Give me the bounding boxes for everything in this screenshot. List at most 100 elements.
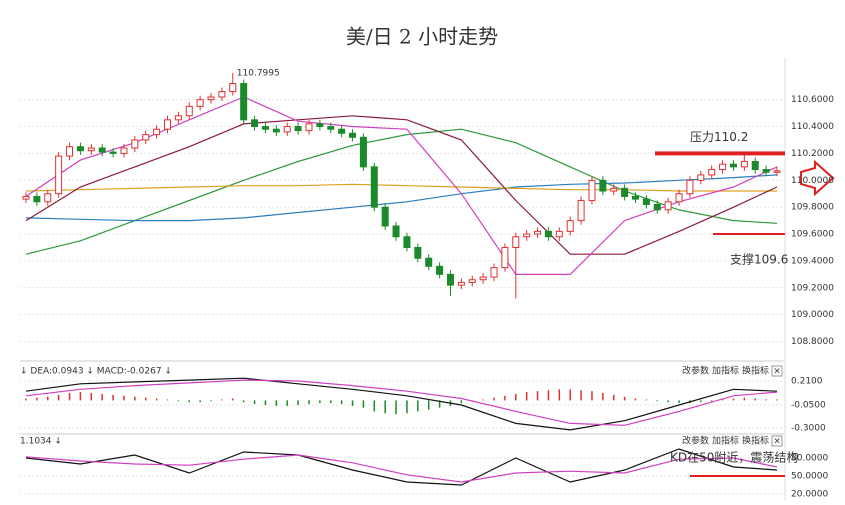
- y-tick-label: 109.2000: [791, 283, 834, 293]
- control-button[interactable]: 加指标: [712, 435, 739, 447]
- candle-body: [632, 195, 640, 200]
- y-tick-label: 80.0000: [791, 454, 828, 464]
- y-tick-label: 110.6000: [791, 95, 834, 105]
- candle-body: [131, 139, 139, 149]
- control-button[interactable]: 改参数: [682, 365, 709, 377]
- candle-body: [653, 203, 661, 211]
- candle-body: [261, 126, 269, 130]
- control-button[interactable]: ×: [773, 367, 781, 377]
- indicator-line: [25, 96, 778, 275]
- candle-body: [697, 174, 705, 181]
- candle-body: [468, 279, 476, 283]
- y-tick-label: 0.2100: [791, 377, 823, 387]
- candle-body: [457, 281, 465, 286]
- control-button[interactable]: ×: [773, 437, 781, 447]
- candle-body: [381, 206, 389, 227]
- y-tick-label: 108.8000: [791, 337, 834, 347]
- indicator-line: [25, 128, 778, 255]
- candle-body: [740, 160, 748, 168]
- candle-body: [229, 83, 237, 93]
- candle-body: [686, 179, 694, 195]
- candle-body: [392, 225, 400, 238]
- indicator-header: 1.1034 ↓: [20, 437, 62, 447]
- candle-body: [523, 233, 531, 238]
- candle-body: [414, 246, 422, 259]
- candle-body: [773, 170, 781, 173]
- control-button[interactable]: 换指标: [742, 365, 769, 377]
- indicator-line: [25, 174, 778, 222]
- candle-body: [163, 119, 171, 130]
- candle-body: [610, 187, 618, 192]
- level-label: KD在50附近，震荡结构: [670, 450, 798, 465]
- candle-body: [534, 230, 542, 235]
- candle-body: [708, 169, 716, 176]
- y-tick-label: 110.4000: [791, 122, 834, 132]
- candle-body: [142, 134, 150, 141]
- indicator-line: [25, 454, 778, 483]
- candle-body: [44, 193, 52, 203]
- y-tick-label: 109.4000: [791, 256, 834, 266]
- indicator-line: [25, 183, 777, 192]
- control-button[interactable]: 加指标: [712, 365, 739, 377]
- control-button[interactable]: 换指标: [742, 435, 769, 447]
- candle-body: [599, 179, 607, 192]
- candle-body: [185, 105, 193, 117]
- candle-body: [729, 163, 737, 168]
- candle-body: [316, 123, 324, 128]
- annotation: 110.7995: [237, 68, 280, 78]
- indicator-line: [25, 448, 778, 486]
- indicator-line: [25, 377, 778, 431]
- y-tick-label: -0.3000: [791, 424, 826, 434]
- candle-body: [675, 193, 683, 203]
- candle-body: [22, 195, 30, 200]
- indicator-header: ↓ DEA:0.0943 ↓ MACD:-0.0267 ↓: [20, 367, 172, 377]
- level-label: 压力110.2: [690, 130, 748, 144]
- candle-body: [174, 115, 182, 121]
- indicator-line: [25, 115, 778, 255]
- candle-body: [544, 230, 552, 238]
- candle-body: [240, 83, 248, 121]
- candle-body: [512, 236, 520, 248]
- y-tick-label: -0.0500: [791, 400, 826, 410]
- candle-body: [55, 155, 63, 195]
- y-tick-label: 109.6000: [791, 230, 834, 240]
- candle-body: [283, 126, 291, 133]
- candle-body: [555, 230, 563, 238]
- candle-body: [305, 123, 313, 132]
- chart-title: 美/日 2 小时走势: [346, 25, 498, 49]
- candle-body: [109, 151, 117, 154]
- candle-body: [272, 128, 280, 133]
- candle-body: [751, 160, 759, 171]
- candle-body: [664, 201, 672, 211]
- y-tick-label: 50.0000: [791, 472, 828, 482]
- candle-body: [66, 146, 74, 157]
- candle-body: [87, 147, 95, 152]
- candle-body: [153, 128, 161, 136]
- y-tick-label: 109.0000: [791, 310, 834, 320]
- candle-body: [436, 265, 444, 275]
- candle-body: [98, 147, 106, 153]
- y-tick-label: 110.2000: [791, 149, 834, 159]
- y-tick-label: 109.8000: [791, 203, 834, 213]
- candle-body: [294, 126, 302, 132]
- arrow-icon: [800, 159, 835, 197]
- candle-body: [577, 199, 585, 222]
- candle-body: [566, 220, 574, 232]
- candle-body: [196, 99, 204, 107]
- candle-body: [338, 128, 346, 134]
- level-label: 支撑109.6: [730, 252, 788, 267]
- indicator-line: [25, 379, 778, 426]
- control-button[interactable]: 改参数: [682, 435, 709, 447]
- candle-body: [642, 198, 650, 205]
- candle-body: [425, 257, 433, 267]
- candle-body: [349, 132, 357, 138]
- candle-body: [327, 126, 335, 130]
- close-button-box[interactable]: [771, 435, 783, 447]
- candle-body: [446, 273, 454, 286]
- close-button-box[interactable]: [771, 365, 783, 377]
- y-tick-label: 20.0000: [791, 490, 828, 500]
- candle-body: [218, 91, 226, 98]
- candle-body: [120, 147, 128, 154]
- candle-body: [33, 195, 41, 203]
- candle-body: [251, 119, 259, 128]
